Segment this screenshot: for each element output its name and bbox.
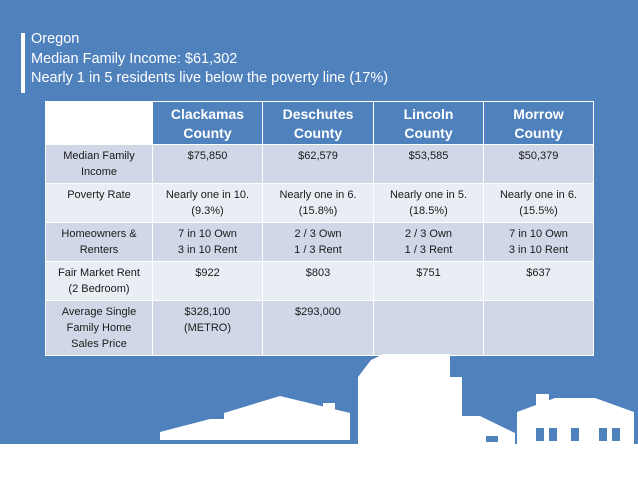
cell-line: $75,850 (187, 150, 228, 162)
row-label-line: Sales Price (71, 338, 127, 350)
slide-title: Oregon Median Family Income: $61,302 Nea… (31, 30, 388, 89)
column-header-line: Lincoln (403, 106, 454, 122)
cell-line: 3 in 10 Rent (508, 244, 569, 256)
cell-line: $328,100 (184, 306, 231, 318)
row-label: Average Single Family Home Sales Price (45, 300, 153, 356)
row-label-line: Fair Market Rent (58, 267, 140, 279)
row-label: Homeowners & Renters (45, 222, 153, 262)
table-cell: $637 (483, 261, 594, 301)
poverty-line: Nearly 1 in 5 residents live below the p… (31, 70, 389, 86)
column-header-line: County (293, 125, 343, 141)
cell-line: Nearly one in 6. (499, 189, 578, 201)
table-cell: $62,579 (262, 144, 374, 184)
ground-strip (0, 444, 638, 478)
column-header-line: Deschutes (282, 106, 354, 122)
cell-line: 1 / 3 Rent (294, 244, 342, 256)
cell-line: 1 / 3 Rent (404, 244, 453, 256)
row-label-line: Income (80, 166, 118, 178)
table-body: Median Family Income $75,850 $62,579 $53,585… (45, 144, 594, 356)
cell-line: 7 in 10 Own (178, 228, 237, 240)
cell-line: (18.5%) (409, 205, 448, 217)
cell-line: 2 / 3 Own (294, 228, 342, 240)
table-cell: $803 (262, 261, 374, 301)
cell-line: (15.8%) (298, 205, 338, 217)
cell-line: $751 (416, 267, 441, 279)
table-cell: $75,850 (152, 144, 263, 184)
table-row: Average Single Family Home Sales Price $328… (45, 300, 594, 356)
cell-line: Nearly one in 10. (165, 189, 250, 201)
table-header-row: Clackamas County Deschutes County Lincoln C… (45, 101, 594, 145)
state-name: Oregon (31, 31, 80, 47)
column-header-line: County (514, 125, 563, 141)
table-row: Fair Market Rent (2 Bedroom) $922 $803 $751 $… (45, 261, 594, 301)
row-label-line: Average Single (61, 306, 137, 318)
cell-line: $62,579 (298, 150, 338, 162)
row-label: Median Family Income (45, 144, 153, 184)
cell-line: Nearly one in 5. (389, 189, 468, 201)
table-row: Homeowners & Renters 7 in 10 Own 3 in 10 Re… (45, 222, 594, 262)
column-header-line: Clackamas (170, 106, 245, 122)
cell-line: 3 in 10 Rent (177, 244, 238, 256)
table-cell: $328,100 (METRO) (152, 300, 263, 356)
table-cell: $922 (152, 261, 263, 301)
cell-line: 2 / 3 Own (404, 228, 453, 240)
row-label-line: Median Family (63, 150, 135, 162)
table-cell (373, 300, 484, 356)
table-cell: 7 in 10 Own 3 in 10 Rent (483, 222, 594, 262)
table-cell: 2 / 3 Own 1 / 3 Rent (262, 222, 374, 262)
table-cell: 7 in 10 Own 3 in 10 Rent (152, 222, 263, 262)
row-label: Poverty Rate (45, 183, 153, 223)
column-header-clackamas: Clackamas County (152, 101, 263, 145)
table-cell: Nearly one in 10. (9.3%) (152, 183, 263, 223)
title-accent-bar (21, 33, 25, 93)
table-cell: $50,379 (483, 144, 594, 184)
county-comparison-table: Clackamas County Deschutes County Lincoln C… (45, 101, 594, 356)
table-cell: 2 / 3 Own 1 / 3 Rent (373, 222, 484, 262)
column-header-line: County (183, 125, 232, 141)
cell-line: (METRO) (183, 322, 232, 334)
cell-line: $53,585 (408, 150, 449, 162)
table-cell: $53,585 (373, 144, 484, 184)
cell-line: $293,000 (295, 306, 341, 318)
row-label-line: Family Home (66, 322, 132, 334)
table-cell (483, 300, 594, 356)
table-cell: Nearly one in 6. (15.5%) (483, 183, 594, 223)
table-row: Poverty Rate Nearly one in 10. (9.3%) Nearl… (45, 183, 594, 223)
table-row: Median Family Income $75,850 $62,579 $53,585… (45, 144, 594, 184)
cell-line: $50,379 (518, 150, 559, 162)
cell-line: $637 (526, 267, 551, 279)
row-label-line: Homeowners & (61, 228, 137, 240)
column-header-morrow: Morrow County (483, 101, 594, 145)
median-income-line: Median Family Income: $61,302 (31, 50, 238, 67)
row-label-line: Renters (79, 244, 119, 256)
cell-line: (9.3%) (191, 205, 224, 217)
cell-line: (15.5%) (519, 205, 558, 217)
row-label-line: (2 Bedroom) (68, 283, 130, 295)
cell-line: $922 (195, 267, 220, 279)
column-header-deschutes: Deschutes County (262, 101, 374, 145)
table-cell: Nearly one in 5. (18.5%) (373, 183, 484, 223)
cell-line: $803 (305, 267, 331, 279)
cell-line: 7 in 10 Own (509, 228, 568, 240)
table-cell: $293,000 (262, 300, 374, 356)
corner-cell (45, 101, 153, 145)
row-label: Fair Market Rent (2 Bedroom) (45, 261, 153, 301)
row-label-line: Poverty Rate (67, 189, 131, 201)
column-header-line: Morrow (513, 106, 564, 122)
table-cell: $751 (373, 261, 484, 301)
column-header-line: County (404, 125, 453, 141)
table-cell: Nearly one in 6. (15.8%) (262, 183, 374, 223)
cell-line: Nearly one in 6. (279, 189, 357, 201)
